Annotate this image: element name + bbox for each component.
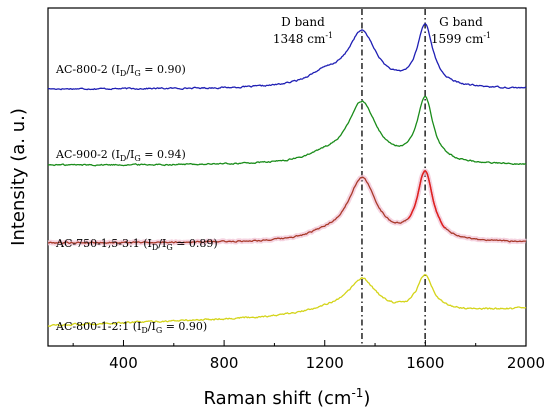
x-tick-label: 800 xyxy=(210,354,239,372)
series-label-post: = 0.90) xyxy=(162,320,207,333)
series-label-mid: /I xyxy=(148,320,156,333)
x-axis-title-end: ) xyxy=(363,388,370,409)
plot-frame xyxy=(47,7,527,347)
y-axis-title: Intensity (a. u.) xyxy=(8,108,29,246)
series-label-sub: G xyxy=(134,154,140,163)
series-line xyxy=(47,95,527,167)
x-tick-label: 1600 xyxy=(406,354,444,372)
series-label-sub: G xyxy=(156,326,162,335)
x-axis-title-main: Raman shift (cm xyxy=(204,388,352,409)
series-label-sub: D xyxy=(152,243,158,252)
x-tick-label: 2000 xyxy=(507,354,545,372)
x-tick-label: 400 xyxy=(109,354,138,372)
series-lines xyxy=(46,23,528,327)
series-label: AC-900-2 (ID/IG = 0.94) xyxy=(55,148,186,163)
reference-label-value: 1599 cm-1 xyxy=(431,31,491,46)
series-labels: AC-800-2 (ID/IG = 0.90)AC-900-2 (ID/IG =… xyxy=(55,63,218,335)
x-axis-title: Raman shift (cm-1) xyxy=(204,386,371,409)
series-line xyxy=(47,274,527,327)
series-label-pre: AC-800-1-2:1 (I xyxy=(55,320,141,333)
series-line-g-segment xyxy=(407,170,446,229)
x-axis-title-sup: -1 xyxy=(351,386,363,400)
reference-label-name: D band xyxy=(281,15,325,29)
series-band xyxy=(46,168,528,246)
series-line xyxy=(48,170,527,244)
reference-label-value-main: 1599 cm xyxy=(431,32,484,46)
series-label-post: = 0.90) xyxy=(141,63,186,76)
x-axis-ticks: 400 800 1200 1600 2000 xyxy=(72,340,545,372)
series-label-sub: D xyxy=(120,69,126,78)
reference-label-value: 1348 cm-1 xyxy=(273,31,333,46)
reference-lines xyxy=(361,9,426,345)
series-label-pre: AC-800-2 (I xyxy=(55,63,120,76)
series-label-post: = 0.94) xyxy=(141,148,186,161)
reference-label-value-main: 1348 cm xyxy=(273,32,326,46)
series-label: AC-800-1-2:1 (ID/IG = 0.90) xyxy=(55,320,207,335)
reference-label-value-sup: -1 xyxy=(325,31,333,40)
series-label-sub: D xyxy=(120,154,126,163)
series-line xyxy=(47,23,527,91)
series-label-mid: /I xyxy=(126,63,134,76)
series-label-mid: /I xyxy=(126,148,134,161)
series-label-pre: AC-900-2 (I xyxy=(55,148,120,161)
series-label: AC-750-1,5-3:1 (ID/IG = 0.89) xyxy=(55,237,218,252)
series-label-sub: G xyxy=(134,69,140,78)
series-label-sub: D xyxy=(141,326,147,335)
series-label: AC-800-2 (ID/IG = 0.90) xyxy=(55,63,186,78)
reference-label-value-sup: -1 xyxy=(483,31,491,40)
series-label-mid: /I xyxy=(158,237,166,250)
x-tick-label: 1200 xyxy=(306,354,344,372)
reference-label-name: G band xyxy=(439,15,483,29)
series-label-pre: AC-750-1,5-3:1 (I xyxy=(55,237,152,250)
series-label-post: = 0.89) xyxy=(173,237,218,250)
series-label-sub: G xyxy=(166,243,172,252)
